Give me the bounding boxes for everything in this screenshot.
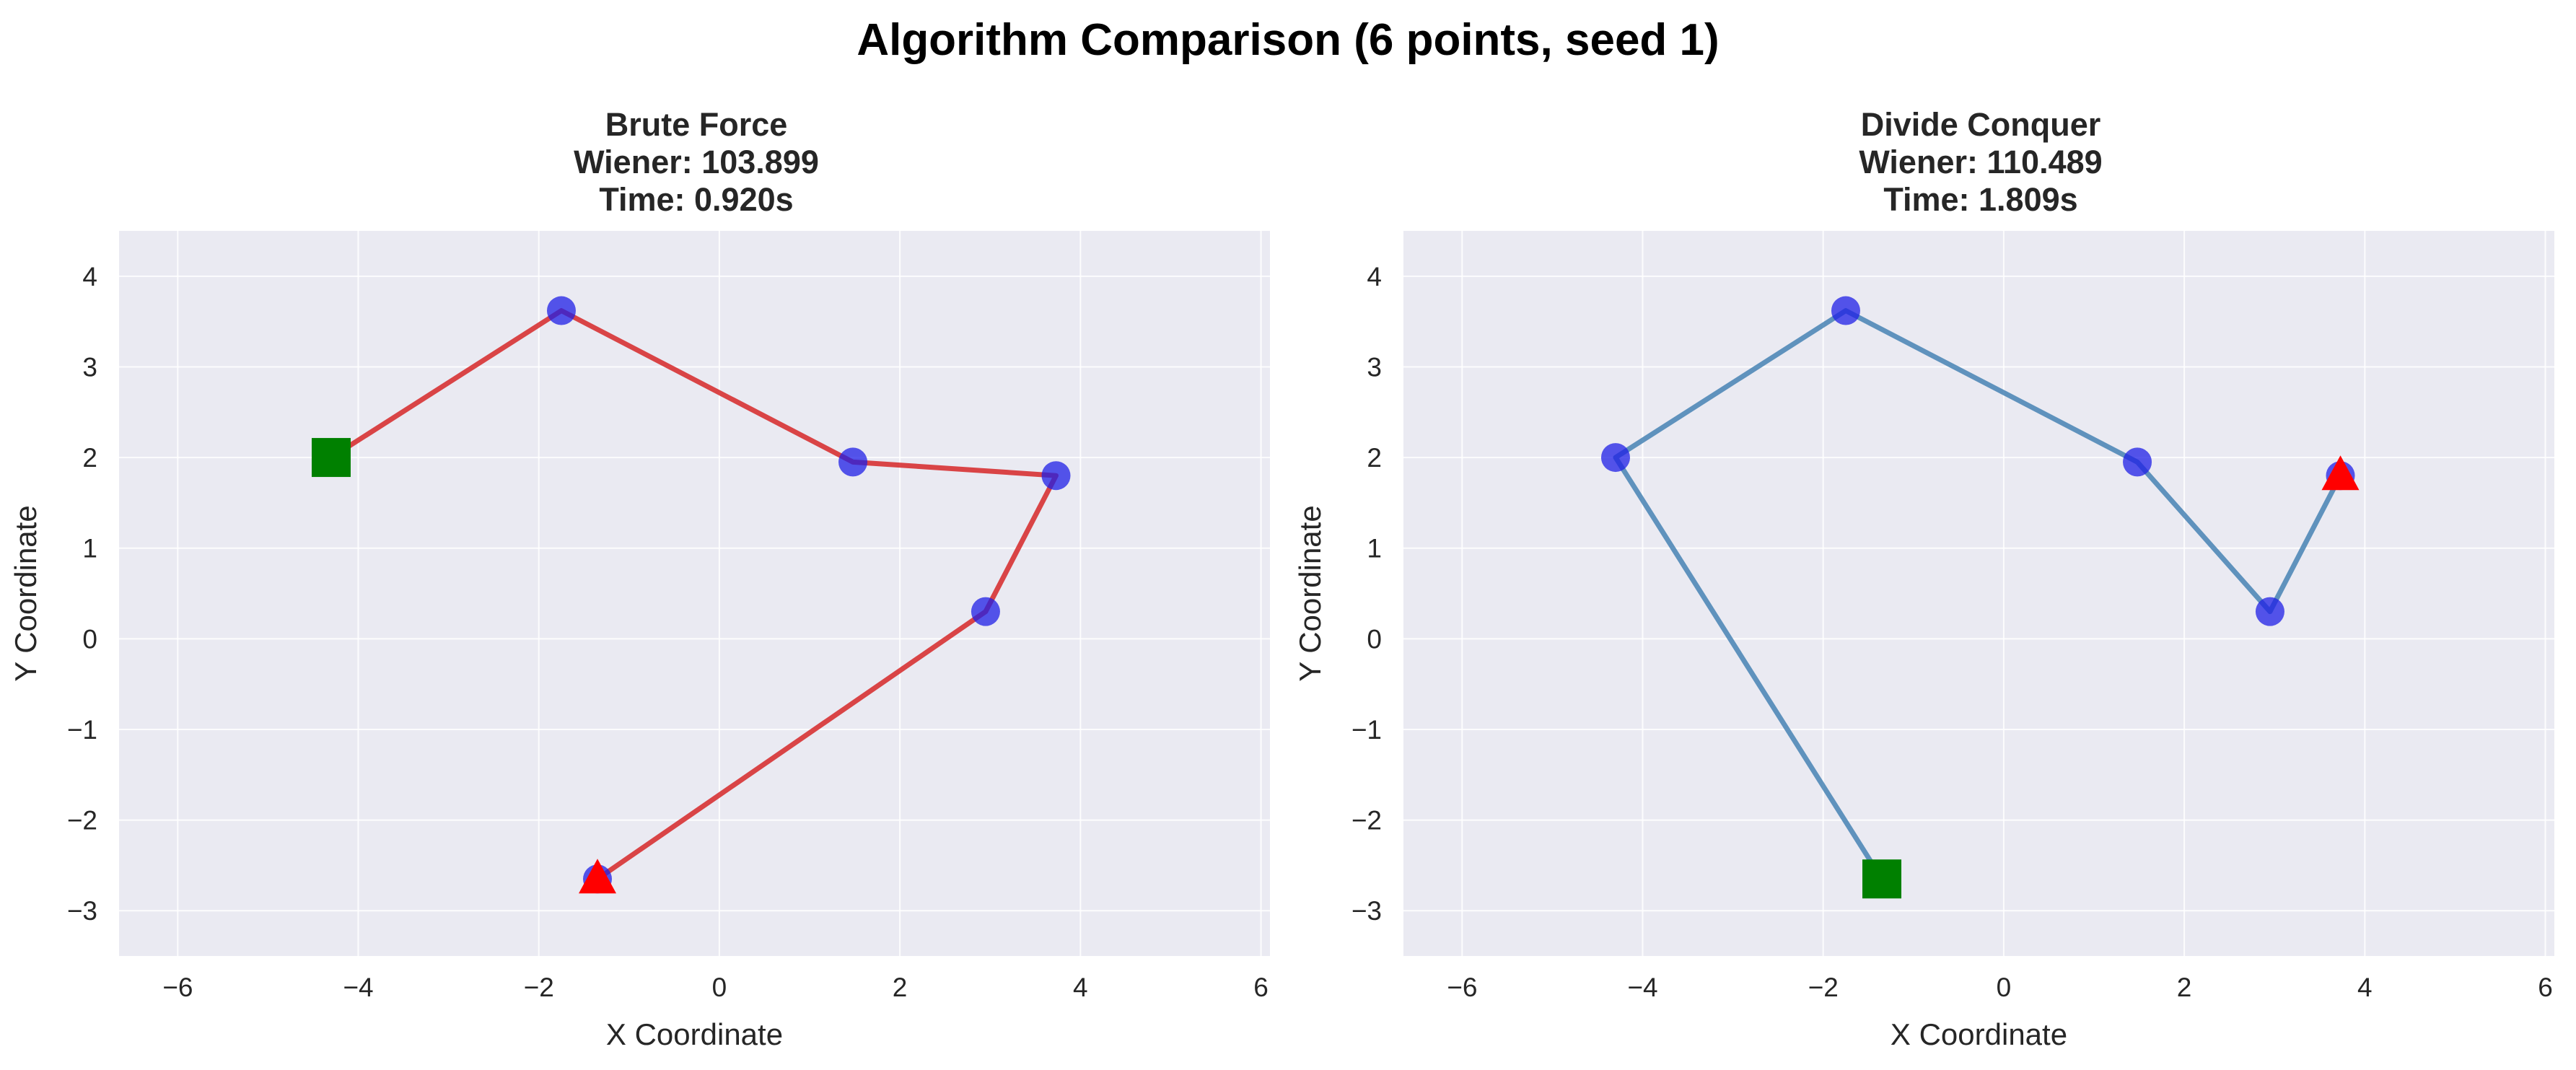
data-point bbox=[1041, 461, 1071, 491]
y-axis-label: Y Coordinate bbox=[1293, 505, 1327, 681]
y-tick-label: 2 bbox=[1367, 443, 1382, 473]
x-tick-label: −4 bbox=[1627, 973, 1657, 1002]
y-tick-label: 1 bbox=[1367, 534, 1382, 563]
end-marker bbox=[2321, 455, 2360, 491]
x-tick-label: 4 bbox=[2357, 973, 2373, 1002]
y-tick-label: 2 bbox=[82, 443, 97, 473]
x-tick-label: 0 bbox=[1997, 973, 2012, 1002]
y-tick-label: 3 bbox=[1367, 352, 1382, 382]
y-tick-label: 3 bbox=[82, 352, 97, 382]
data-point bbox=[2255, 597, 2284, 626]
y-tick-label: −3 bbox=[1351, 896, 1382, 926]
x-tick-label: −4 bbox=[343, 973, 373, 1002]
start-marker bbox=[311, 438, 351, 478]
x-axis-label: X Coordinate bbox=[606, 1017, 783, 1051]
x-tick-label: 6 bbox=[1253, 973, 1269, 1002]
y-tick-label: −2 bbox=[67, 806, 97, 836]
x-tick-label: 2 bbox=[2177, 973, 2192, 1002]
y-tick-label: 0 bbox=[82, 624, 97, 654]
plot-area bbox=[1403, 231, 2554, 956]
data-point bbox=[971, 597, 1000, 626]
data-point bbox=[2123, 447, 2152, 477]
y-tick-label: −1 bbox=[1351, 715, 1382, 745]
data-point bbox=[546, 296, 576, 325]
plot-area bbox=[119, 231, 1270, 956]
x-tick-label: −2 bbox=[524, 973, 554, 1002]
x-tick-label: 0 bbox=[712, 973, 727, 1002]
data-point bbox=[1831, 296, 1860, 325]
panel-title-line-3: Time: 0.920s bbox=[599, 181, 793, 218]
y-tick-label: 1 bbox=[82, 534, 97, 563]
figure-title: Algorithm Comparison (6 points, seed 1) bbox=[857, 15, 1719, 65]
x-tick-label: 2 bbox=[893, 973, 908, 1002]
y-tick-label: −2 bbox=[1351, 806, 1382, 836]
data-point bbox=[1600, 443, 1630, 473]
end-marker bbox=[579, 859, 617, 894]
x-tick-label: −6 bbox=[162, 973, 193, 1002]
panel-title-line-3: Time: 1.809s bbox=[1883, 181, 2077, 218]
route-line bbox=[328, 308, 1059, 882]
data-point bbox=[838, 447, 868, 477]
panel-title-line-2: Wiener: 110.489 bbox=[1859, 144, 2102, 180]
y-tick-label: −3 bbox=[67, 896, 97, 926]
y-tick-label: 4 bbox=[1367, 262, 1382, 291]
y-tick-label: 4 bbox=[82, 262, 97, 291]
y-axis-label: Y Coordinate bbox=[9, 505, 43, 681]
route-line bbox=[1613, 308, 2344, 882]
panel-title-line-1: Divide Conquer bbox=[1861, 106, 2101, 143]
x-tick-label: −2 bbox=[1808, 973, 1839, 1002]
y-tick-label: 0 bbox=[1367, 624, 1382, 654]
x-tick-label: 6 bbox=[2538, 973, 2553, 1002]
panel-title-line-1: Brute Force bbox=[605, 106, 788, 143]
x-tick-label: 4 bbox=[1073, 973, 1088, 1002]
x-axis-label: X Coordinate bbox=[1891, 1017, 2067, 1051]
panel-title-line-2: Wiener: 103.899 bbox=[574, 144, 819, 180]
y-tick-label: −1 bbox=[67, 715, 97, 745]
start-marker bbox=[1862, 859, 1902, 899]
x-tick-label: −6 bbox=[1447, 973, 1477, 1002]
